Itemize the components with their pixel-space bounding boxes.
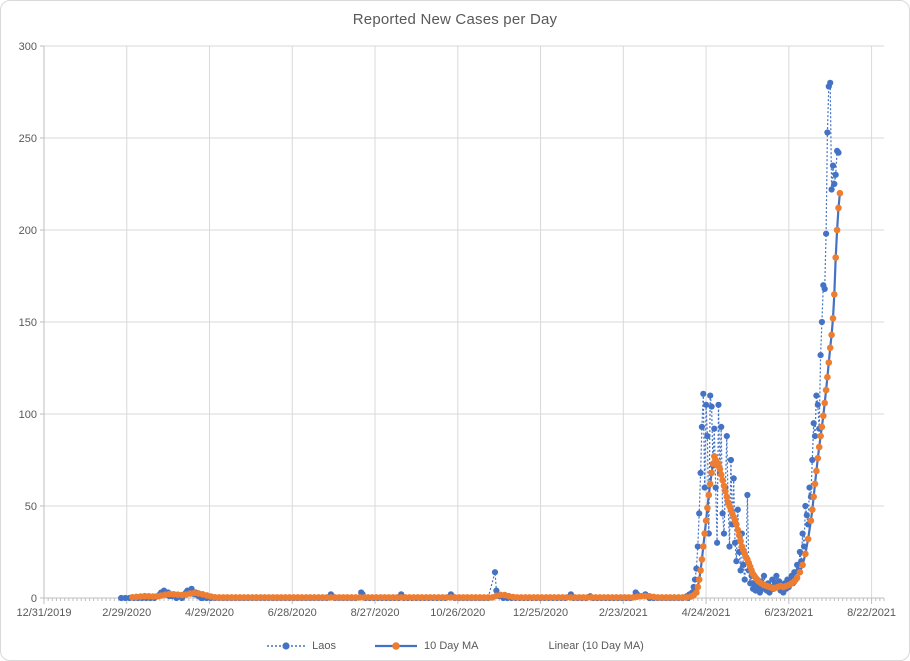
solid-line-marker-icon: [375, 642, 418, 650]
svg-text:10/26/2020: 10/26/2020: [430, 607, 485, 619]
legend-item-laos[interactable]: Laos: [266, 640, 336, 652]
legend-item-10-day-ma[interactable]: 10 Day MA: [374, 640, 478, 652]
svg-text:0: 0: [31, 593, 37, 605]
svg-text:4/24/2021: 4/24/2021: [682, 607, 731, 619]
svg-text:12/31/2019: 12/31/2019: [16, 607, 71, 619]
x-axis-labels: 12/31/2019 2/29/2020 4/29/2020 6/28/2020 8/2…: [16, 607, 896, 619]
svg-text:2/29/2020: 2/29/2020: [102, 607, 151, 619]
y-axis: [40, 45, 45, 599]
invisible-trendline-swatch-icon: [516, 640, 542, 652]
svg-text:2/23/2021: 2/23/2021: [599, 607, 648, 619]
legend-item-linear-trendline[interactable]: Linear (10 Day MA): [516, 640, 643, 652]
legend-label-linear-trendline: Linear (10 Day MA): [548, 640, 644, 652]
legend-label-laos: Laos: [312, 640, 337, 652]
svg-text:100: 100: [19, 409, 37, 421]
svg-text:150: 150: [19, 317, 37, 329]
y-axis-labels: 0 50 100 150 200 250 300: [19, 41, 37, 605]
svg-text:200: 200: [19, 225, 37, 237]
svg-text:6/28/2020: 6/28/2020: [268, 607, 317, 619]
svg-text:6/23/2021: 6/23/2021: [764, 607, 813, 619]
svg-text:8/22/2021: 8/22/2021: [847, 607, 896, 619]
svg-text:50: 50: [25, 501, 37, 513]
ma-series: [129, 189, 844, 601]
chart-title: Reported New Cases per Day: [352, 11, 558, 28]
svg-text:300: 300: [19, 41, 37, 53]
legend-label-10-day-ma: 10 Day MA: [424, 640, 479, 652]
svg-text:250: 250: [19, 133, 37, 145]
svg-text:12/25/2020: 12/25/2020: [513, 607, 568, 619]
svg-text:4/29/2020: 4/29/2020: [185, 607, 234, 619]
svg-text:8/27/2020: 8/27/2020: [351, 607, 400, 619]
gridlines: [44, 45, 884, 598]
dotted-line-marker-icon: [267, 642, 306, 650]
chart-legend: Laos 10 Day MA Linear (10 Day MA): [1, 640, 909, 652]
